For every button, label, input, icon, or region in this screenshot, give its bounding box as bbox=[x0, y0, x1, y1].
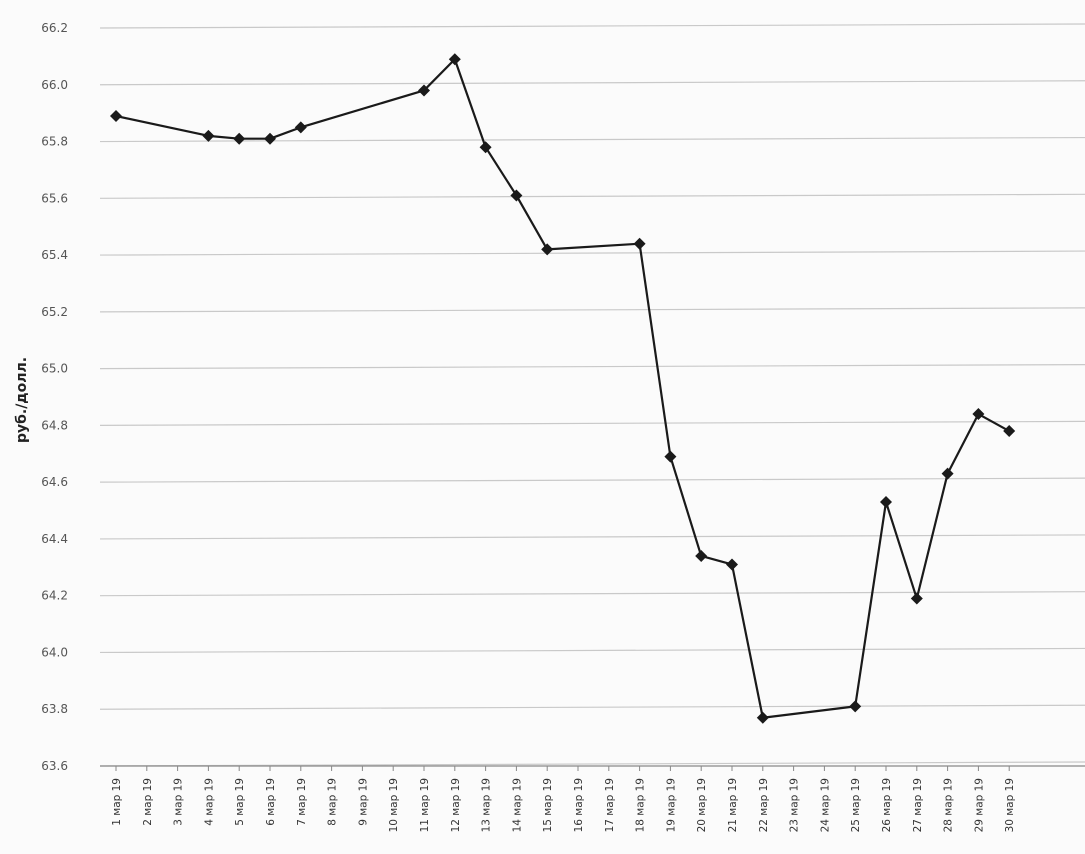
x-tick-label: 22 мар 19 bbox=[758, 778, 770, 832]
x-tick-label: 9 мар 19 bbox=[357, 778, 369, 826]
x-tick-label: 18 мар 19 bbox=[635, 778, 647, 832]
x-tick-label: 14 мар 19 bbox=[511, 778, 523, 832]
series-line bbox=[115, 58, 1010, 719]
x-tick-label: 12 мар 19 bbox=[450, 778, 462, 832]
x-tick-label: 28 мар 19 bbox=[943, 778, 955, 832]
data-point bbox=[695, 549, 708, 562]
gridline bbox=[99, 23, 1085, 29]
data-point bbox=[448, 53, 461, 66]
gridline bbox=[99, 704, 1085, 710]
gridline bbox=[99, 591, 1085, 597]
gridline bbox=[99, 307, 1085, 313]
data-point bbox=[726, 558, 738, 571]
x-tick-label: 6 мар 19 bbox=[265, 778, 277, 826]
y-tick-label: 65.6 bbox=[41, 191, 68, 205]
x-tick-label: 7 мар 19 bbox=[296, 778, 308, 826]
data-point bbox=[233, 132, 246, 145]
gridline bbox=[99, 420, 1085, 426]
gridline bbox=[99, 534, 1085, 540]
data-point bbox=[1003, 425, 1016, 438]
y-tick-label: 65.0 bbox=[41, 362, 68, 376]
x-tick-label: 19 мар 19 bbox=[665, 778, 677, 832]
data-point bbox=[294, 121, 307, 134]
gridline bbox=[99, 250, 1085, 256]
x-tick-label: 2 мар 19 bbox=[142, 778, 154, 826]
data-point bbox=[110, 109, 122, 122]
data-point bbox=[880, 496, 892, 509]
x-tick-label: 26 мар 19 bbox=[881, 778, 893, 832]
gridline bbox=[99, 136, 1085, 143]
y-tick-label: 64.4 bbox=[41, 532, 68, 546]
data-point bbox=[849, 700, 862, 713]
data-point bbox=[664, 450, 677, 463]
gridline bbox=[99, 761, 1085, 767]
x-tick-label: 30 мар 19 bbox=[1004, 778, 1016, 832]
y-tick-label: 65.8 bbox=[41, 135, 68, 149]
y-axis-label: руб./долл. bbox=[14, 357, 30, 443]
gridline bbox=[99, 80, 1085, 86]
gridline bbox=[99, 193, 1085, 199]
data-point bbox=[941, 467, 954, 480]
x-tick-label: 17 мар 19 bbox=[604, 778, 616, 832]
y-tick-label: 66.2 bbox=[41, 21, 68, 35]
data-point bbox=[756, 711, 769, 724]
gridlines bbox=[99, 23, 1085, 767]
y-tick-label: 65.2 bbox=[41, 305, 68, 319]
y-tick-label: 64.0 bbox=[41, 645, 68, 659]
x-tick-label: 20 мар 19 bbox=[696, 778, 708, 832]
x-tick-label: 15 мар 19 bbox=[542, 778, 554, 832]
data-point bbox=[972, 408, 985, 421]
data-point bbox=[510, 189, 523, 202]
x-tick-label: 24 мар 19 bbox=[819, 778, 831, 832]
data-point bbox=[264, 132, 276, 145]
x-tick-label: 21 мар 19 bbox=[727, 778, 739, 832]
data-point bbox=[633, 237, 646, 250]
y-tick-label: 64.2 bbox=[41, 589, 68, 603]
x-tick-label: 1 мар 19 bbox=[111, 778, 123, 826]
x-tick-label: 4 мар 19 bbox=[203, 778, 215, 826]
data-point bbox=[418, 84, 430, 97]
x-tick-label: 8 мар 19 bbox=[327, 778, 339, 826]
x-tick-label: 29 мар 19 bbox=[973, 778, 985, 832]
data-point bbox=[479, 141, 492, 154]
gridline bbox=[99, 647, 1085, 654]
y-tick-label: 64.6 bbox=[41, 475, 68, 489]
y-tick-label: 65.4 bbox=[41, 248, 68, 262]
y-axis-ticks: 63.6 63.8 64.0 64.2 64.4 64.6 64.8 65.0 65.2 65.4… bbox=[41, 21, 68, 773]
gridline bbox=[99, 477, 1085, 483]
x-tick-label: 11 мар 19 bbox=[419, 778, 431, 832]
x-tick-label: 27 мар 19 bbox=[912, 778, 924, 832]
y-tick-label: 63.6 bbox=[41, 759, 68, 773]
x-tick-label: 3 мар 19 bbox=[173, 778, 185, 826]
x-tick-label: 10 мар 19 bbox=[388, 778, 400, 832]
x-tick-label: 5 мар 19 bbox=[234, 778, 246, 826]
x-tick-label: 23 мар 19 bbox=[789, 778, 801, 832]
data-point bbox=[541, 243, 554, 256]
y-tick-label: 63.8 bbox=[41, 702, 68, 716]
data-point bbox=[202, 129, 215, 142]
y-tick-label: 64.8 bbox=[41, 418, 68, 432]
x-tick-label: 25 мар 19 bbox=[850, 778, 862, 832]
x-axis-ticks: 1 мар 19 2 мар 19 3 мар 19 4 мар 19 5 мар 19… bbox=[111, 766, 1016, 832]
x-tick-label: 16 мар 19 bbox=[573, 778, 585, 832]
data-point bbox=[910, 592, 923, 605]
gridline bbox=[99, 364, 1085, 370]
x-tick-label: 13 мар 19 bbox=[481, 778, 493, 832]
series bbox=[110, 53, 1016, 724]
y-tick-label: 66.0 bbox=[41, 78, 68, 92]
